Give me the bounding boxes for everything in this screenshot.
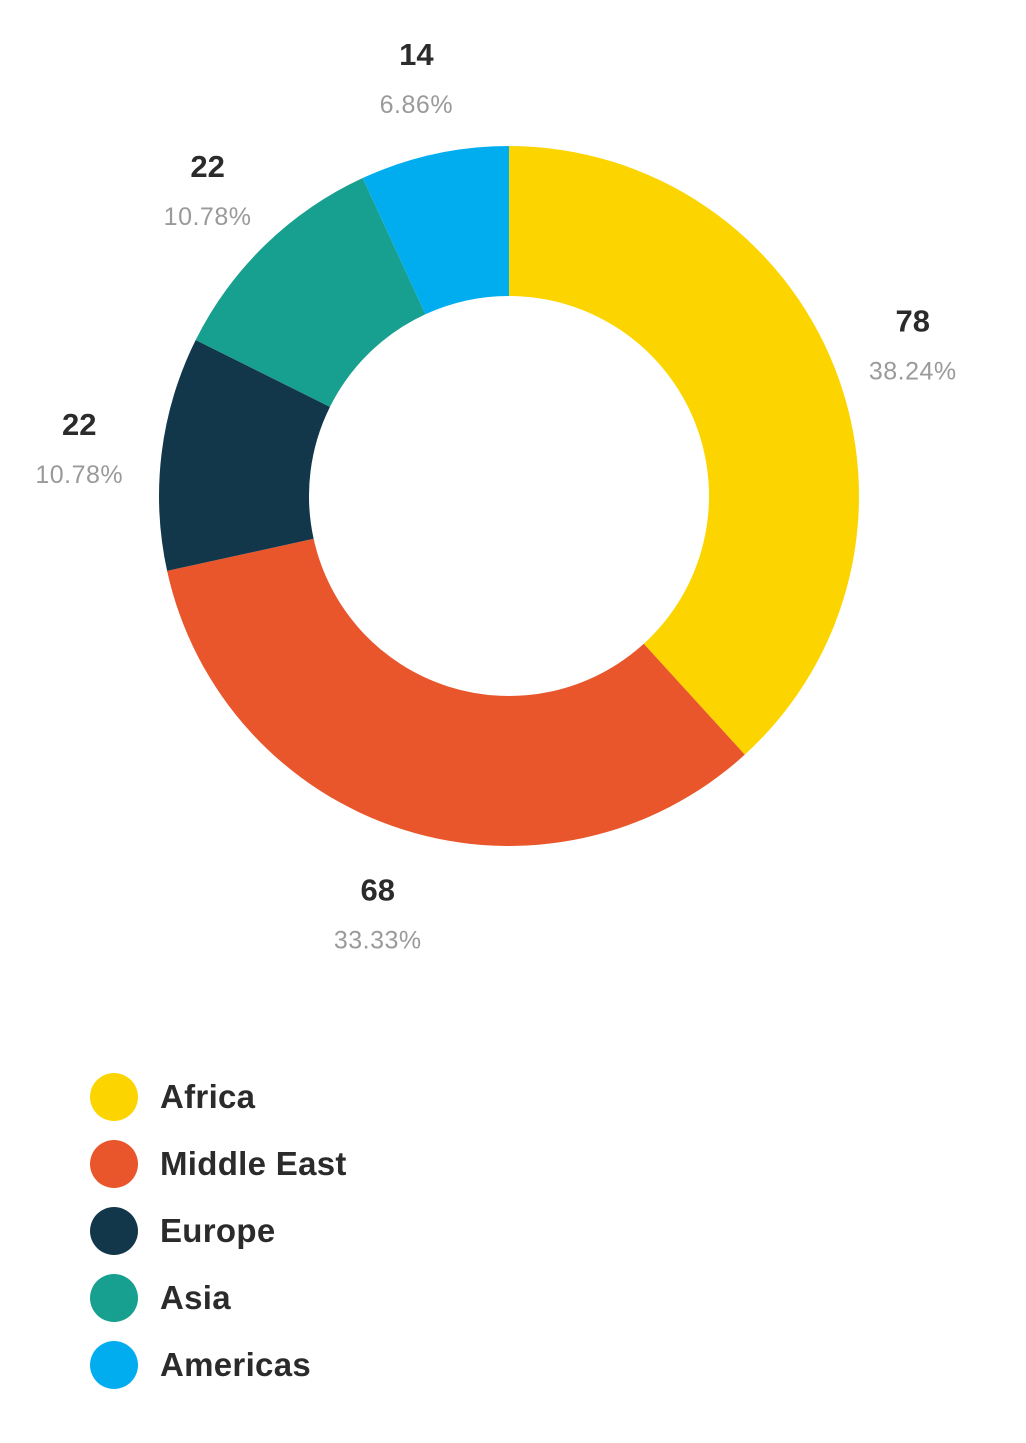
percent-label-europe: 10.78%	[35, 461, 123, 489]
legend-label-africa: Africa	[160, 1078, 256, 1115]
donut-chart: 78 38.24% 68 33.33% 22 10.78% 22 10.78% 14 6.86%	[35, 37, 956, 955]
percent-label-africa: 38.24%	[869, 358, 957, 386]
percent-label-americas: 6.86%	[380, 91, 453, 119]
legend-label-asia: Asia	[160, 1279, 231, 1316]
slice-asia	[195, 178, 426, 407]
percent-label-middle-east: 33.33%	[334, 927, 422, 955]
legend-item-africa: Africa	[90, 1072, 690, 1122]
value-label-americas: 14	[399, 37, 434, 72]
legend-label-americas: Americas	[160, 1346, 311, 1383]
donut-slices	[158, 146, 859, 846]
legend-item-asia: Asia	[90, 1273, 690, 1323]
legend-item-middle-east: Middle East	[90, 1139, 690, 1189]
value-label-africa: 78	[896, 304, 930, 339]
legend-swatch-middle-east	[90, 1140, 138, 1188]
slice-americas	[362, 146, 509, 315]
legend-swatch-africa	[90, 1073, 138, 1121]
legend-swatch-asia	[90, 1274, 138, 1322]
percent-label-asia: 10.78%	[164, 203, 252, 231]
slice-africa	[509, 146, 859, 755]
chart-legend: Africa Middle East Europe Asia Americas	[90, 1072, 690, 1407]
legend-label-europe: Europe	[160, 1212, 276, 1249]
value-label-middle-east: 68	[360, 873, 394, 908]
donut-labels: 78 38.24% 68 33.33% 22 10.78% 22 10.78% 14 6.86%	[35, 37, 956, 955]
legend-swatch-americas	[90, 1341, 138, 1389]
value-label-asia: 22	[190, 149, 224, 184]
legend-item-americas: Americas	[90, 1340, 690, 1390]
slice-middle-east	[167, 538, 745, 846]
legend-item-europe: Europe	[90, 1206, 690, 1256]
legend-swatch-europe	[90, 1207, 138, 1255]
legend-label-middle-east: Middle East	[160, 1145, 347, 1182]
value-label-europe: 22	[62, 407, 96, 442]
slice-europe	[158, 339, 330, 571]
